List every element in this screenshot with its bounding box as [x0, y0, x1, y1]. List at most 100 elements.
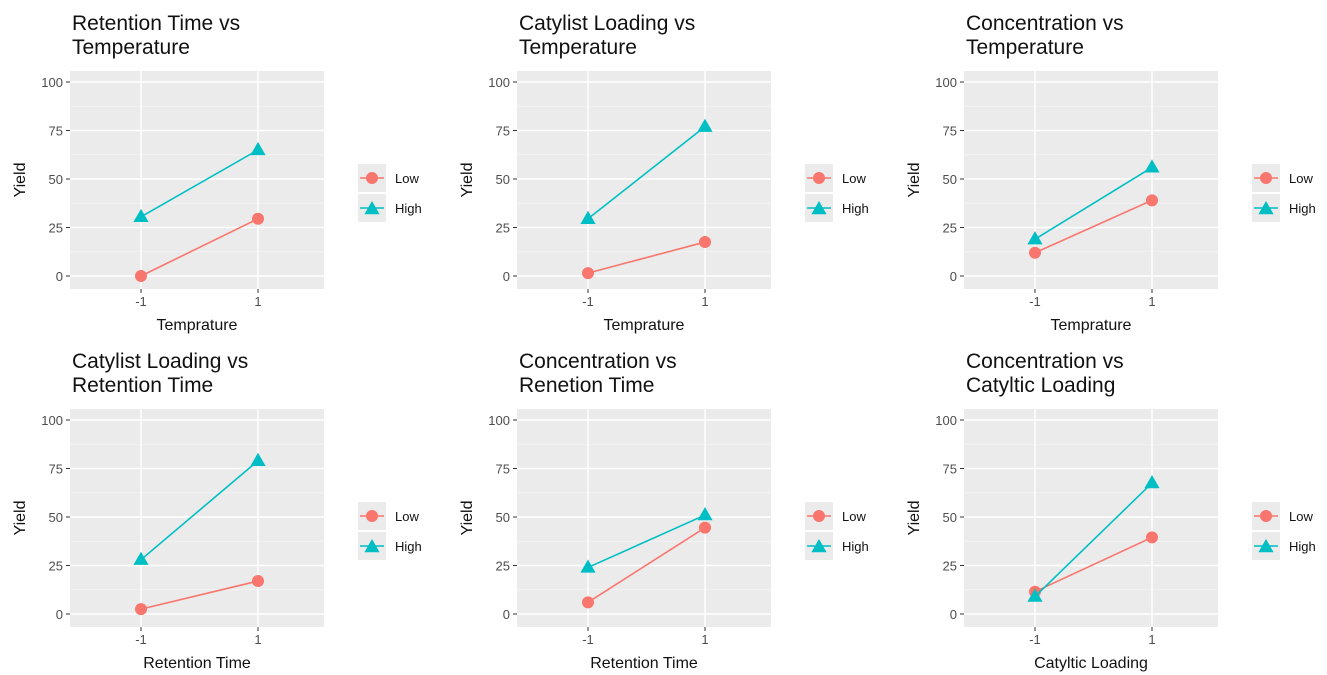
legend-marker [366, 172, 378, 184]
chart-svg: 0 25 50 75 100 -1 1 Temprature Yield Low High [906, 71, 1316, 334]
series-line [1034, 536, 1153, 593]
x-axis-label: Catyltic Loading [1034, 655, 1148, 672]
x-axis-label: Retention Time [143, 655, 251, 672]
x-tick-label: 1 [701, 294, 708, 309]
y-tick-label: 50 [496, 510, 510, 525]
y-axis-label: Yield [12, 501, 29, 536]
legend-label: High [842, 539, 869, 554]
y-tick-label: 0 [503, 269, 510, 284]
legend-marker [1260, 172, 1272, 184]
data-point [699, 236, 711, 249]
series-line [1034, 166, 1153, 240]
y-tick-label: 75 [49, 124, 63, 139]
x-axis-label: Temprature [1051, 317, 1132, 334]
legend-label: Low [842, 509, 866, 524]
x-tick-label: 1 [254, 632, 261, 647]
legend-label: Low [395, 509, 419, 524]
plot-background [964, 409, 1218, 627]
y-tick-label: 0 [56, 607, 63, 622]
legend-marker [1260, 510, 1272, 522]
y-tick-label: 50 [943, 510, 957, 525]
chart-title: Concentration vs Temperature [966, 12, 1124, 59]
legend-label: High [395, 539, 422, 554]
data-point [580, 559, 596, 573]
chart-title: Concentration vs Renetion Time [519, 350, 677, 397]
data-point [135, 270, 147, 282]
plot-background [70, 409, 324, 627]
chart-panel: Concentration vs Temperature 0 25 50 75 100 -1… [894, 0, 1327, 337]
legend-label: High [842, 201, 869, 216]
y-tick-label: 75 [49, 462, 63, 477]
y-axis-label: Yield [906, 163, 923, 198]
y-tick-label: 0 [503, 607, 510, 622]
y-tick-label: 100 [935, 75, 957, 90]
y-axis-label: Yield [12, 163, 29, 198]
y-axis-label: Yield [459, 163, 476, 198]
x-tick-label: 1 [254, 294, 261, 309]
series-line [587, 125, 706, 220]
chart-title: Catylist Loading vs Temperature [519, 12, 696, 59]
data-point [582, 267, 594, 280]
data-point [1144, 475, 1160, 489]
series-line [587, 514, 706, 569]
y-tick-label: 25 [943, 221, 957, 236]
data-point [1029, 246, 1041, 259]
y-tick-label: 75 [943, 124, 957, 139]
y-tick-label: 0 [950, 269, 957, 284]
y-tick-label: 75 [496, 462, 510, 477]
data-point [1146, 194, 1158, 207]
x-axis-label: Temprature [604, 317, 685, 334]
series-line [140, 580, 259, 610]
y-tick-label: 100 [488, 413, 510, 428]
plot-background [70, 71, 324, 289]
x-tick-label: 1 [1148, 294, 1155, 309]
data-point [133, 208, 149, 223]
y-tick-label: 50 [943, 172, 957, 187]
series-line [587, 526, 706, 604]
chart-svg: 0 25 50 75 100 -1 1 Temprature Yield Low High [459, 71, 869, 334]
data-point [133, 551, 149, 565]
x-tick-label: -1 [1029, 294, 1041, 309]
data-point [250, 452, 266, 466]
y-tick-label: 50 [49, 510, 63, 525]
legend-marker [1258, 201, 1274, 215]
chart-panel: Catylist Loading vs Retention Time 0 25 50 7… [0, 338, 442, 675]
series-line [1034, 482, 1153, 598]
chart-panel: Concentration vs Renetion Time 0 25 50 75 100… [447, 338, 889, 675]
chart-panel: Concentration vs Catyltic Loading 0 25 50 75… [894, 338, 1327, 675]
legend-label: High [1289, 539, 1316, 554]
data-point [252, 212, 264, 225]
y-tick-label: 100 [935, 413, 957, 428]
chart-panel: Retention Time vs Temperature 0 25 50 75 100 -… [0, 0, 442, 337]
x-tick-label: -1 [582, 294, 594, 309]
data-point [580, 210, 596, 224]
legend-marker [364, 201, 380, 215]
plot-background [517, 71, 771, 289]
data-point [697, 507, 713, 521]
y-tick-label: 100 [41, 75, 63, 90]
y-axis-label: Yield [459, 501, 476, 536]
data-point [697, 118, 713, 132]
legend-marker [813, 172, 825, 184]
legend-marker [364, 539, 380, 553]
chart-title: Retention Time vs Temperature [72, 12, 241, 59]
series-line [140, 460, 259, 561]
chart-title: Concentration vs Catyltic Loading [966, 350, 1124, 397]
data-point [1146, 531, 1158, 544]
chart-title: Catylist Loading vs Retention Time [72, 350, 249, 397]
series-line [140, 149, 259, 218]
legend-marker [1258, 539, 1274, 553]
data-point [699, 521, 711, 534]
data-point [252, 575, 264, 588]
legend-marker [813, 510, 825, 522]
x-tick-label: 1 [1148, 632, 1155, 647]
x-tick-label: -1 [1029, 632, 1041, 647]
series-line [140, 218, 259, 277]
y-tick-label: 100 [488, 75, 510, 90]
legend-label: Low [842, 171, 866, 186]
legend-marker [366, 510, 378, 522]
chart-svg: 0 25 50 75 100 -1 1 Temprature Yield Low High [12, 71, 422, 334]
